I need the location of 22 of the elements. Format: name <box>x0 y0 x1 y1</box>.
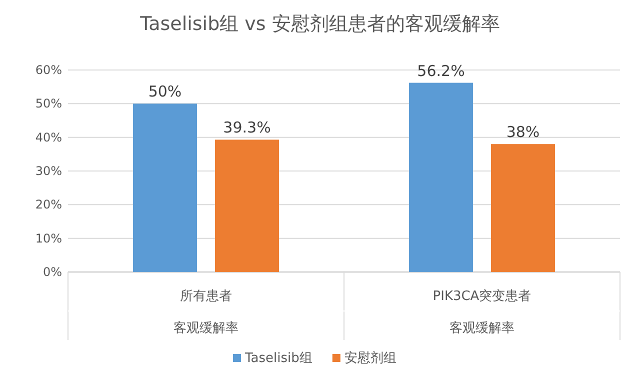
bar <box>409 82 473 272</box>
legend-label: Taselisib组 <box>244 351 312 366</box>
y-tick-label: 0% <box>42 265 62 279</box>
x-tick-label: PIK3CA突变患者 <box>432 289 532 304</box>
y-tick-label: 30% <box>35 164 62 178</box>
bar <box>215 140 279 272</box>
data-label: 39.3% <box>223 118 271 137</box>
bar <box>491 144 555 272</box>
bar <box>133 104 197 272</box>
chart-title: Taselisib组 vs 安慰剂组患者的客观缓解率 <box>139 13 500 35</box>
y-tick-label: 40% <box>35 130 62 144</box>
text: 客观缓解率 <box>450 320 514 336</box>
data-label: 38% <box>506 123 540 142</box>
text: 客观缓解率 <box>174 320 238 336</box>
y-tick-label: 60% <box>35 63 62 77</box>
y-tick-label: 10% <box>35 231 62 246</box>
y-tick-label: 50% <box>35 96 62 111</box>
data-label: 50% <box>148 82 182 101</box>
legend-label: 安慰剂组 <box>344 350 396 366</box>
x-tick-label: 所有患者 <box>180 289 232 304</box>
y-tick-label: 20% <box>35 198 62 212</box>
data-label: 56.2% <box>417 62 465 80</box>
